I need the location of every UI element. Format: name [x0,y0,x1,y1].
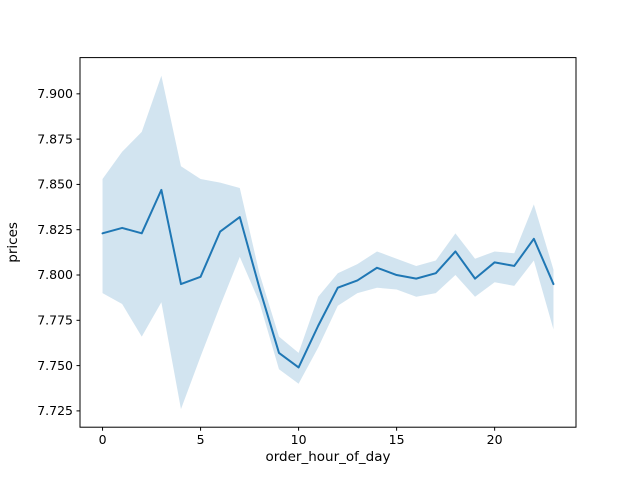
plot-area [80,57,576,428]
x-tick-label: 0 [99,432,107,447]
x-tick-label: 15 [389,432,405,447]
confidence-band [102,75,554,410]
plot-border [79,57,577,428]
tick-layer: 0 5 10 15 20 7.725 7.750 7.775 7.800 7.825 7.850 7.… [37,86,502,447]
series-line-layer [101,188,555,369]
y-axis-label: prices [5,222,21,263]
y-tick-label: 7.750 [37,358,73,373]
series-line [101,188,555,369]
y-tick-label: 7.775 [37,313,73,328]
x-axis-label: order_hour_of_day [265,449,390,465]
x-tick-label: 20 [487,432,503,447]
confidence-band-layer [102,75,554,410]
y-tick-label: 7.900 [37,86,73,101]
y-tick-label: 7.725 [37,403,73,418]
y-tick-label: 7.875 [37,131,73,146]
y-tick-label: 7.800 [37,267,73,282]
y-tick-label: 7.825 [37,222,73,237]
x-tick-label: 5 [197,432,205,447]
x-tick-label: 10 [291,432,307,447]
y-tick-label: 7.850 [37,177,73,192]
